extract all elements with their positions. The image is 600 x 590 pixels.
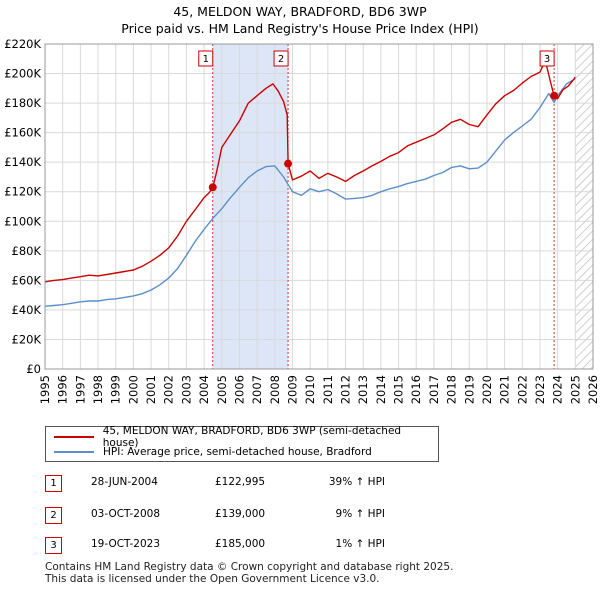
legend-item-hpi: HPI: Average price, semi-detached house,… [54,444,372,460]
hpi-series-line [45,78,576,307]
x-tick-label: 2018 [445,375,459,404]
x-tick-label: 2022 [515,375,529,404]
sale-label: 2 [278,54,284,65]
x-tick-label: 2020 [480,375,494,404]
y-tick-label: £40K [12,303,42,317]
transaction-price: £139,000 [215,508,266,520]
x-tick-label: 2011 [321,375,335,404]
sale-point [550,91,559,100]
legend-swatch-hpi [54,451,94,453]
x-tick-label: 2015 [392,375,406,404]
chart-title-block: 45, MELDON WAY, BRADFORD, BD6 3WP Price … [0,3,600,37]
legend: 45, MELDON WAY, BRADFORD, BD6 3WP (semi-… [45,425,439,462]
x-tick-label: 2002 [162,375,176,404]
x-tick-label: 2008 [268,375,282,404]
y-tick-label: £140K [4,155,41,169]
y-tick-label: £0 [26,362,41,376]
transaction-date: 03-OCT-2008 [91,508,160,520]
sale-label-box [198,50,214,67]
footer-copyright: Contains HM Land Registry data © Crown c… [45,561,454,573]
x-tick-label: 2000 [126,375,140,404]
transaction-badge: 3 [45,537,62,554]
transaction-price: £122,995 [215,476,266,488]
forecast-hatch [575,44,593,369]
x-tick-label: 2006 [232,375,246,404]
x-tick-label: 2010 [303,375,317,404]
sale-label: 3 [544,54,550,65]
x-tick-label: 2026 [586,375,600,404]
sale-point [284,159,293,168]
footer: Contains HM Land Registry data © Crown c… [45,561,453,585]
x-tick-label: 1999 [109,375,123,404]
sale-label: 1 [203,54,209,65]
y-tick-label: £60K [12,273,42,287]
y-tick-label: £120K [4,185,41,199]
ownership-shade [212,44,289,369]
sale-label-box [539,50,555,67]
transaction-hpi-change: 9% ↑ HPI [335,508,385,520]
y-tick-label: £80K [12,244,42,258]
sale-point [208,183,217,192]
x-tick-label: 2001 [144,375,158,404]
x-tick-label: 2014 [374,375,388,404]
transaction-price: £185,000 [215,538,266,550]
x-tick-label: 2007 [250,375,264,404]
x-tick-label: 2013 [356,375,370,404]
x-tick-label: 2021 [498,375,512,404]
footer-licence: This data is licensed under the Open Gov… [45,573,380,585]
price-series-line [45,59,576,283]
x-tick-label: 1996 [56,375,70,404]
y-tick-label: £220K [4,37,41,51]
legend-swatch-price [54,436,94,438]
y-tick-label: £200K [4,67,41,81]
legend-label-price: 45, MELDON WAY, BRADFORD, BD6 3WP (semi-… [102,425,402,449]
x-tick-label: 2019 [462,375,476,404]
transaction-date: 28-JUN-2004 [91,476,158,488]
x-tick-label: 1998 [91,375,105,404]
transaction-date: 19-OCT-2023 [91,538,160,550]
y-tick-label: £20K [12,332,42,346]
x-tick-label: 2003 [179,375,193,404]
x-tick-label: 2023 [533,375,547,404]
x-tick-label: 1995 [38,375,52,404]
legend-label-hpi: HPI: Average price, semi-detached house,… [103,446,372,458]
x-tick-label: 2004 [197,375,211,404]
legend-item-price: 45, MELDON WAY, BRADFORD, BD6 3WP (semi-… [54,425,438,449]
x-tick-label: 2016 [409,375,423,404]
y-tick-label: £160K [4,126,41,140]
x-tick-label: 2005 [215,375,229,404]
transaction-hpi-change: 1% ↑ HPI [335,538,385,550]
x-tick-label: 2009 [285,375,299,404]
y-tick-label: £180K [4,96,41,110]
x-tick-label: 1997 [73,375,87,404]
y-tick-label: £100K [4,214,41,228]
transaction-hpi-change: 39% ↑ HPI [328,476,385,488]
transaction-badge: 1 [45,475,62,492]
transaction-badge: 2 [45,507,62,524]
x-tick-label: 2025 [568,375,582,404]
x-tick-label: 2024 [551,375,565,404]
chart-subtitle: Price paid vs. HM Land Registry's House … [121,21,479,36]
x-tick-label: 2012 [339,375,353,404]
sale-label-box [273,50,289,67]
chart-title: 45, MELDON WAY, BRADFORD, BD6 3WP [173,4,427,19]
x-tick-label: 2017 [427,375,441,404]
plot-frame [44,43,594,370]
